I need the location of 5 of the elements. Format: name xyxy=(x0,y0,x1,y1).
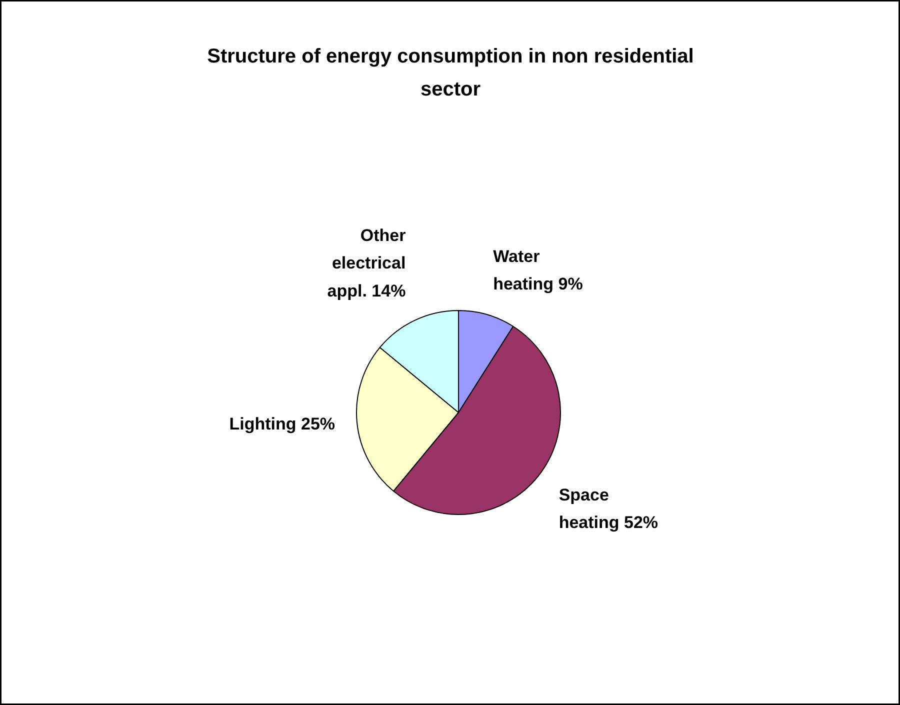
slice-label: Water heating 9% xyxy=(493,246,583,294)
slice-label: Space heating 52% xyxy=(558,485,658,532)
slice-label: Other electrical appl. 14% xyxy=(327,226,406,300)
chart-title: Structure of energy consumption in non residential sector xyxy=(207,46,694,100)
slice-label: Lighting 25% xyxy=(229,414,336,434)
